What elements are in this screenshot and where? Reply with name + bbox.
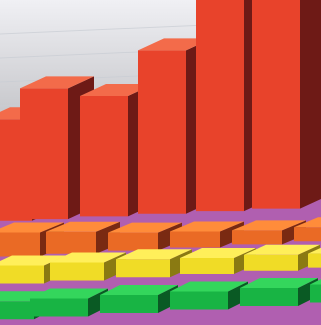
bar-s4-D: [170, 281, 248, 310]
bar-top: [170, 281, 248, 292]
bar-front: [310, 284, 321, 303]
bar-s2-D: [170, 221, 244, 248]
bar-top: [30, 288, 108, 299]
bar-front: [294, 227, 321, 242]
bar-front: [20, 88, 68, 220]
bar-front: [108, 232, 158, 251]
bar-front: [116, 259, 170, 278]
bar-top: [180, 248, 256, 258]
bar-front: [50, 262, 104, 281]
bar-top: [80, 84, 154, 96]
bar-top: [244, 244, 320, 255]
bar-top: [116, 249, 192, 260]
bar-s3-B: [50, 252, 126, 281]
bar-front: [232, 230, 282, 245]
bar-front: [0, 301, 34, 320]
series-3: [0, 244, 321, 284]
bar-s3-F: [308, 247, 321, 268]
series-2: [0, 217, 321, 257]
bar-front: [46, 231, 96, 254]
bar-top: [294, 217, 321, 228]
bar-s1-F: [252, 0, 321, 209]
bar-side: [300, 0, 321, 209]
bar-front: [196, 0, 244, 212]
bar-top: [100, 285, 178, 295]
bar-top: [108, 222, 182, 233]
bar-top: [0, 255, 66, 266]
bar-s3-D: [180, 248, 256, 274]
series-1: [0, 0, 321, 221]
bar-top: [308, 247, 321, 254]
bar-front: [100, 295, 158, 313]
bar-top: [20, 76, 94, 89]
bar-front: [170, 231, 220, 248]
bar-front: [240, 288, 298, 306]
bar-front: [30, 298, 88, 317]
bar-front: [80, 96, 128, 217]
series-4: [0, 278, 321, 320]
bar-front: [308, 253, 321, 268]
bar-top: [0, 222, 64, 233]
bar-top: [310, 279, 321, 285]
bar-s4-F: [310, 279, 321, 303]
bar-s4-C: [100, 285, 178, 313]
bar-top: [240, 278, 318, 288]
bar-top: [138, 38, 212, 51]
bar-top: [232, 220, 306, 231]
bar-s4-E: [240, 278, 318, 306]
bar-front: [0, 265, 44, 284]
bar-s4-B: [30, 288, 108, 317]
bar-front: [138, 50, 186, 214]
bar-front: [180, 258, 234, 274]
bar-front: [170, 291, 228, 310]
bar-top: [46, 221, 120, 232]
bar-top: [170, 221, 244, 232]
bar-s2-B: [46, 221, 120, 254]
bar-top: [50, 252, 126, 263]
bar-s2-F: [294, 217, 321, 242]
bar-front: [0, 232, 40, 257]
bar-front: [244, 254, 298, 271]
bar-front: [252, 0, 300, 209]
bar-s3-E: [244, 244, 320, 271]
